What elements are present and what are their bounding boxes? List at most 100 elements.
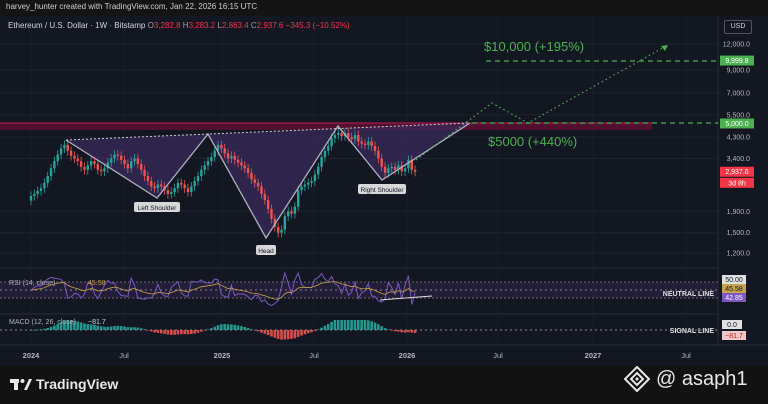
candle <box>76 158 79 162</box>
candle <box>293 206 297 214</box>
candle <box>360 141 363 144</box>
price-tag <box>720 166 754 177</box>
macd-bar <box>166 330 170 335</box>
price-tick-label: 1,500.0 <box>727 230 750 237</box>
candle <box>53 161 56 169</box>
macd-bar <box>186 330 190 335</box>
macd-bar <box>169 330 173 335</box>
macd-bar <box>293 330 297 339</box>
symbol-name: Ethereum / U.S. Dollar · 1W · Bitstamp <box>8 21 146 30</box>
price-tag <box>720 55 754 66</box>
candle <box>216 144 220 151</box>
svg-text:45.58: 45.58 <box>725 286 743 293</box>
candle <box>363 143 367 145</box>
macd-bar <box>29 330 33 331</box>
macd-bar <box>410 330 414 333</box>
macd-bar <box>220 324 223 330</box>
candle <box>190 186 193 192</box>
macd-bar <box>39 329 43 330</box>
rsi-label: RSI (14, close) <box>9 280 55 287</box>
macd-bar <box>159 330 163 334</box>
svg-text:−81.7: −81.7 <box>725 333 743 340</box>
price-tick-label: 7,000.0 <box>727 90 750 97</box>
svg-text:Head: Head <box>258 248 274 255</box>
candle <box>113 154 116 159</box>
macd-bar <box>136 327 140 330</box>
candle <box>176 182 180 189</box>
tradingview-logo[interactable]: TradingView <box>10 376 118 392</box>
price-tag <box>720 118 754 129</box>
macd-bar <box>263 330 267 334</box>
macd-bar <box>320 327 323 330</box>
candle <box>390 166 393 169</box>
macd-bar <box>390 330 394 331</box>
rsi-ma-line <box>30 281 416 300</box>
candle <box>270 208 273 219</box>
candle <box>69 150 73 156</box>
macd-bar <box>49 326 53 330</box>
macd-bar <box>210 328 213 330</box>
macd-bar <box>129 327 133 330</box>
candle <box>226 153 230 159</box>
candle <box>400 165 403 172</box>
candle <box>367 141 370 145</box>
candle <box>223 148 226 154</box>
macd-bar <box>203 330 206 331</box>
candle <box>89 161 93 166</box>
macd-bar <box>126 327 130 330</box>
macd-bar <box>139 328 143 330</box>
macd-bar <box>380 326 383 330</box>
macd-signal-label: SIGNAL LINE <box>670 328 715 335</box>
candle <box>313 174 317 182</box>
candle <box>383 166 387 173</box>
price-tag-label: 2,937.6 <box>725 169 748 176</box>
rsi-value: 45.58 <box>88 280 106 287</box>
candle <box>286 211 290 217</box>
macd-bar <box>397 330 400 332</box>
macd-bar <box>336 320 340 330</box>
candle <box>283 216 287 230</box>
macd-bar <box>73 320 76 330</box>
macd-histogram <box>29 320 417 340</box>
candle <box>160 184 163 187</box>
macd-bar <box>266 330 270 336</box>
macd-bar <box>99 326 103 330</box>
open-value: 3,282.8 <box>153 21 181 30</box>
rsi-trendline <box>379 295 433 301</box>
macd-bar <box>240 326 243 330</box>
candle <box>307 182 310 185</box>
candle <box>353 135 357 140</box>
macd-bar <box>123 326 126 330</box>
time-axis: 2024 Jul 2025 Jul 2026 Jul 2027 Jul <box>23 351 691 360</box>
currency-button[interactable]: USD <box>724 20 752 34</box>
candle <box>256 182 260 187</box>
diamond-logo-icon <box>624 366 650 392</box>
candle <box>130 161 133 169</box>
macd-bar <box>230 324 233 330</box>
macd-bar <box>373 322 377 330</box>
candle <box>327 146 330 151</box>
macd-bar <box>83 323 86 330</box>
macd-bar <box>260 330 263 333</box>
pattern-fill <box>66 123 470 238</box>
macd-bar <box>367 320 370 330</box>
macd-bar <box>350 320 353 330</box>
price-tag-label: 5,000.0 <box>725 121 748 128</box>
macd-bar <box>280 330 283 340</box>
price-chart[interactable]: Left Shoulder Head Right Shoulder $10,00… <box>0 0 768 366</box>
candle <box>263 193 266 201</box>
time-tick-label: 2024 <box>23 351 41 360</box>
candle <box>83 166 86 170</box>
watermark-text: @ asaph1 <box>656 367 748 390</box>
footer <box>0 366 768 404</box>
macd-bar <box>413 330 417 334</box>
time-tick-label: 2027 <box>585 351 602 360</box>
macd-bar <box>343 320 347 330</box>
time-tick-label: Jul <box>309 351 319 360</box>
candle <box>387 168 390 173</box>
candle <box>96 163 99 170</box>
candle <box>253 179 256 183</box>
macd-bar <box>296 330 300 337</box>
candle <box>380 158 383 167</box>
macd-axis-tags: 0.0 −81.7 <box>722 320 746 340</box>
